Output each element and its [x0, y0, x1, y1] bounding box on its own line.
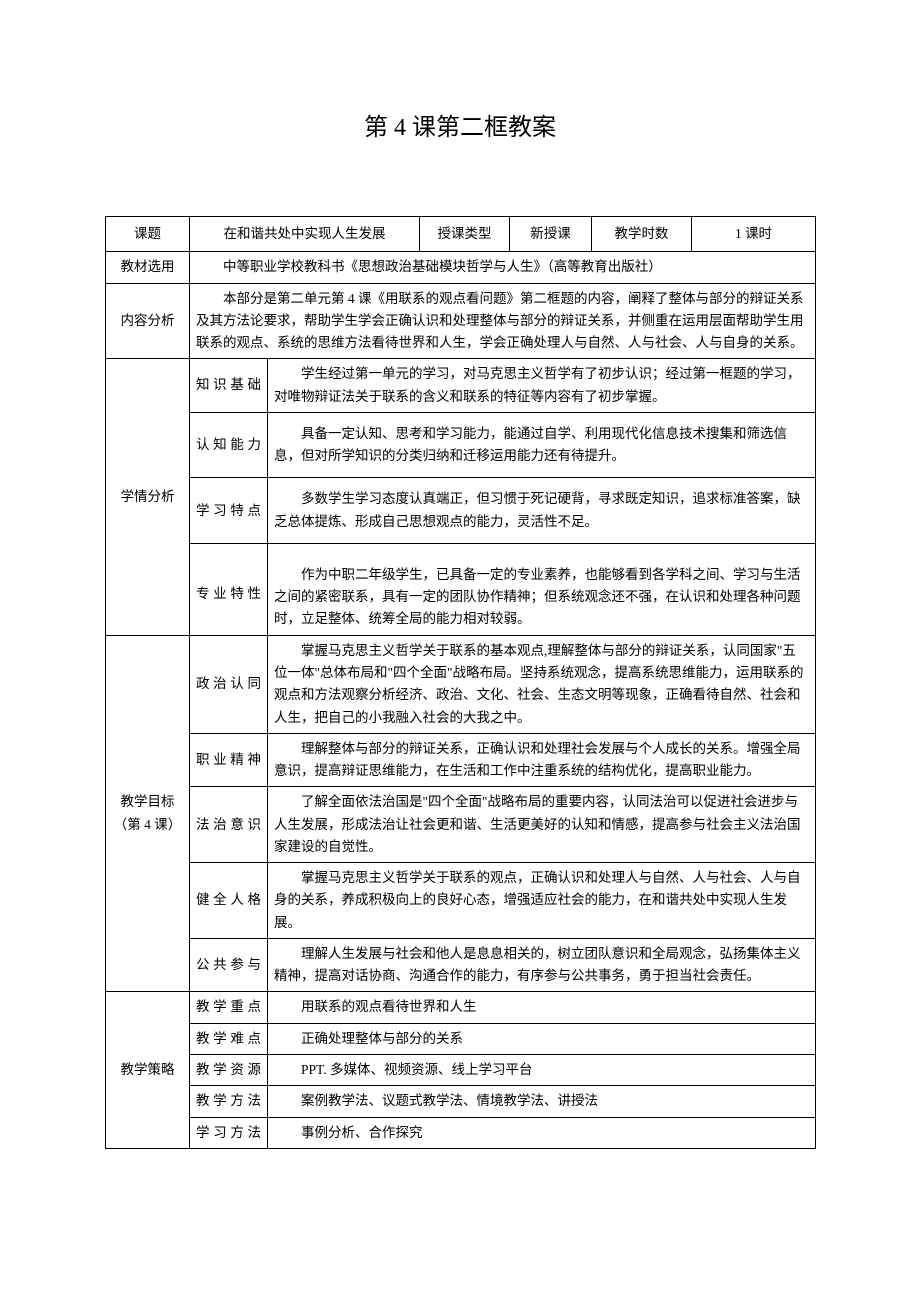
- public-value: 理解人生发展与社会和他人是息息相关的，树立团队意识和全局观念，弘扬集体主义精神，…: [268, 938, 816, 992]
- textbook-value: 中等职业学校教科书《思想政治基础模块哲学与人生》（高等教育出版社）: [190, 252, 816, 283]
- professional-value: 理解整体与部分的辩证关系，正确认识和处理社会发展与个人成长的关系。增强全局意识，…: [268, 733, 816, 787]
- hours-value: 1 课时: [692, 217, 816, 252]
- public-label: 公共参与: [190, 938, 268, 992]
- major-label: 专业特性: [190, 543, 268, 635]
- strategy-label: 教学策略: [106, 992, 190, 1148]
- objective-political-row: 教学目标（第 4 课） 政治认同 掌握马克思主义哲学关于联系的基本观点,理解整体…: [106, 635, 816, 733]
- learning-method-label: 学习方法: [190, 1117, 268, 1148]
- keypoint-label: 教学重点: [190, 992, 268, 1023]
- objective-legal-row: 法治意识 了解全面依法治国是"四个全面"战略布局的重要内容，认同法治可以促进社会…: [106, 787, 816, 863]
- student-learning-row: 学习特点 多数学生学习态度认真端正，但习惯于死记硬背，寻求既定知识，追求标准答案…: [106, 478, 816, 544]
- legal-value: 了解全面依法治国是"四个全面"战略布局的重要内容，认同法治可以促进社会进步与人生…: [268, 787, 816, 863]
- political-label: 政治认同: [190, 635, 268, 733]
- textbook-label: 教材选用: [106, 252, 190, 283]
- student-analysis-label: 学情分析: [106, 359, 190, 635]
- strategy-resources-row: 教学资源 PPT. 多媒体、视频资源、线上学习平台: [106, 1054, 816, 1085]
- student-knowledge-row: 学情分析 知识基础 学生经过第一单元的学习，对马克思主义哲学有了初步认识；经过第…: [106, 359, 816, 413]
- type-value: 新授课: [510, 217, 592, 252]
- objective-public-row: 公共参与 理解人生发展与社会和他人是息息相关的，树立团队意识和全局观念，弘扬集体…: [106, 938, 816, 992]
- teaching-method-label: 教学方法: [190, 1086, 268, 1117]
- content-analysis-row: 内容分析 本部分是第二单元第 4 课《用联系的观点看问题》第二框题的内容，阐释了…: [106, 283, 816, 359]
- topic-value: 在和谐共处中实现人生发展: [190, 217, 420, 252]
- objective-personality-row: 健全人格 掌握马克思主义哲学关于联系的观点，正确认识和处理人与自然、人与社会、人…: [106, 863, 816, 939]
- content-analysis-value: 本部分是第二单元第 4 课《用联系的观点看问题》第二框题的内容，阐释了整体与部分…: [190, 283, 816, 359]
- textbook-row: 教材选用 中等职业学校教科书《思想政治基础模块哲学与人生》（高等教育出版社）: [106, 252, 816, 283]
- keypoint-value: 用联系的观点看待世界和人生: [268, 992, 816, 1023]
- personality-label: 健全人格: [190, 863, 268, 939]
- topic-label: 课题: [106, 217, 190, 252]
- cognitive-value: 具备一定认知、思考和学习能力，能通过自学、利用现代化信息技术搜集和筛选信息，但对…: [268, 412, 816, 478]
- strategy-difficulty-row: 教学难点 正确处理整体与部分的关系: [106, 1023, 816, 1054]
- content-analysis-label: 内容分析: [106, 283, 190, 359]
- professional-label: 职业精神: [190, 733, 268, 787]
- resources-value: PPT. 多媒体、视频资源、线上学习平台: [268, 1054, 816, 1085]
- learning-method-value: 事例分析、合作探究: [268, 1117, 816, 1148]
- political-value: 掌握马克思主义哲学关于联系的基本观点,理解整体与部分的辩证关系，认同国家"五位一…: [268, 635, 816, 733]
- personality-value: 掌握马克思主义哲学关于联系的观点，正确认识和处理人与自然、人与社会、人与自身的关…: [268, 863, 816, 939]
- strategy-teaching-method-row: 教学方法 案例教学法、议题式教学法、情境教学法、讲授法: [106, 1086, 816, 1117]
- student-major-row: 专业特性 作为中职二年级学生，已具备一定的专业素养，也能够看到各学科之间、学习与…: [106, 543, 816, 635]
- lesson-plan-table: 课题 在和谐共处中实现人生发展 授课类型 新授课 教学时数 1 课时 教材选用 …: [105, 216, 816, 1149]
- resources-label: 教学资源: [190, 1054, 268, 1085]
- knowledge-value: 学生经过第一单元的学习，对马克思主义哲学有了初步认识；经过第一框题的学习，对唯物…: [268, 359, 816, 413]
- header-row: 课题 在和谐共处中实现人生发展 授课类型 新授课 教学时数 1 课时: [106, 217, 816, 252]
- learning-label: 学习特点: [190, 478, 268, 544]
- learning-value: 多数学生学习态度认真端正，但习惯于死记硬背，寻求既定知识，追求标准答案，缺乏总体…: [268, 478, 816, 544]
- difficulty-value: 正确处理整体与部分的关系: [268, 1023, 816, 1054]
- type-label: 授课类型: [420, 217, 510, 252]
- objectives-label: 教学目标（第 4 课）: [106, 635, 190, 992]
- hours-label: 教学时数: [592, 217, 692, 252]
- strategy-learning-method-row: 学习方法 事例分析、合作探究: [106, 1117, 816, 1148]
- objective-professional-row: 职业精神 理解整体与部分的辩证关系，正确认识和处理社会发展与个人成长的关系。增强…: [106, 733, 816, 787]
- knowledge-label: 知识基础: [190, 359, 268, 413]
- difficulty-label: 教学难点: [190, 1023, 268, 1054]
- student-cognitive-row: 认知能力 具备一定认知、思考和学习能力，能通过自学、利用现代化信息技术搜集和筛选…: [106, 412, 816, 478]
- strategy-keypoint-row: 教学策略 教学重点 用联系的观点看待世界和人生: [106, 992, 816, 1023]
- major-value: 作为中职二年级学生，已具备一定的专业素养，也能够看到各学科之间、学习与生活之间的…: [268, 543, 816, 635]
- cognitive-label: 认知能力: [190, 412, 268, 478]
- page-title: 第 4 课第二框教案: [105, 110, 815, 146]
- legal-label: 法治意识: [190, 787, 268, 863]
- teaching-method-value: 案例教学法、议题式教学法、情境教学法、讲授法: [268, 1086, 816, 1117]
